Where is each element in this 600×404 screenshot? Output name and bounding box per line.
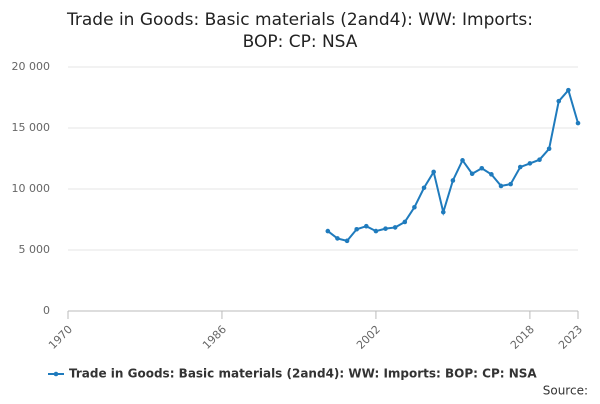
- point: [517, 164, 523, 170]
- point: [344, 238, 350, 244]
- x-tick-label: 2018: [508, 323, 537, 352]
- point: [575, 120, 581, 126]
- point: [508, 181, 513, 187]
- point: [373, 228, 379, 234]
- point: [489, 172, 494, 177]
- x-tick-label: 2023: [556, 323, 585, 352]
- y-tick-label: 10 000: [12, 182, 51, 195]
- point: [431, 169, 436, 175]
- point: [412, 205, 417, 210]
- x-tick-label: 1970: [46, 323, 75, 352]
- point: [450, 178, 456, 183]
- point: [421, 185, 427, 191]
- source: Source:: [543, 384, 588, 398]
- point: [392, 225, 398, 230]
- point: [364, 223, 369, 229]
- point: [469, 171, 475, 177]
- point: [402, 219, 408, 225]
- point: [537, 157, 542, 163]
- point: [383, 226, 388, 231]
- point: [460, 158, 465, 163]
- y-tick-label: 5 000: [19, 243, 51, 256]
- chart-title: BOP: CP: NSA: [243, 32, 358, 52]
- y-tick-label: 0: [43, 304, 50, 317]
- y-tick-label: 20 000: [12, 60, 51, 73]
- point: [566, 87, 571, 93]
- point: [335, 236, 340, 241]
- point: [527, 161, 533, 166]
- chart-title: Trade in Goods: Basic materials (2and4):…: [66, 10, 533, 30]
- point: [325, 228, 331, 234]
- point: [479, 165, 485, 171]
- point: [546, 146, 552, 152]
- point: [556, 98, 562, 104]
- legend-swatch: [53, 371, 59, 377]
- series-line: [327, 88, 579, 242]
- x-tick-label: 2002: [354, 323, 383, 352]
- point: [440, 209, 446, 215]
- y-tick-label: 15 000: [12, 121, 51, 134]
- x-tick-label: 1986: [200, 323, 229, 352]
- point: [498, 183, 504, 189]
- point: [354, 226, 359, 232]
- legend-label: Trade in Goods: Basic materials (2and4):…: [69, 367, 537, 381]
